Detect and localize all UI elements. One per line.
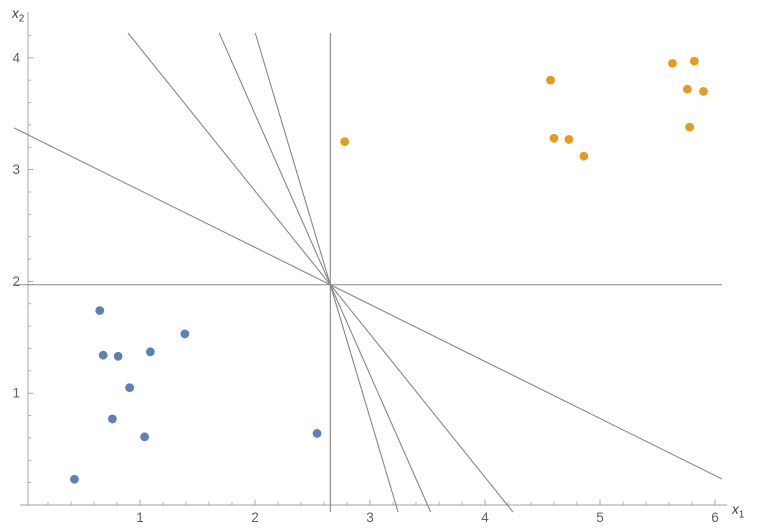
y-axis-label: x2 <box>11 6 25 25</box>
data-point-class-a-blue <box>95 306 105 315</box>
data-point-class-b-orange <box>549 133 559 143</box>
y-tick-label: 4 <box>12 50 20 65</box>
data-point-class-b-orange <box>668 58 677 68</box>
data-point-class-b-orange <box>546 75 555 85</box>
data-point-class-b-orange <box>579 151 589 161</box>
data-point-class-b-orange <box>685 122 695 132</box>
data-point-class-a-blue <box>108 414 117 424</box>
data-point-class-b-orange <box>564 135 574 144</box>
data-point-class-a-blue <box>140 432 150 442</box>
separator-line <box>127 32 514 513</box>
data-point-class-b-orange <box>683 84 692 94</box>
y-axis-label-base: x <box>11 6 20 21</box>
data-point-class-a-blue <box>180 329 190 339</box>
y-tick-label: 1 <box>12 386 20 401</box>
data-point-class-b-orange <box>699 86 708 96</box>
data-point-class-a-blue <box>113 351 123 361</box>
y-tick-label: 2 <box>12 274 20 289</box>
separator-line <box>13 127 723 480</box>
data-point-class-a-blue <box>98 350 108 360</box>
data-point-class-a-blue <box>125 383 135 393</box>
data-point-class-a-blue <box>145 347 155 357</box>
x-axis-label: x1 <box>731 502 745 521</box>
x-axis-label-sub: 1 <box>739 510 745 521</box>
x-tick-label: 3 <box>366 510 374 525</box>
data-point-class-a-blue <box>70 474 79 484</box>
data-point-class-a-blue <box>312 429 322 438</box>
y-tick-label: 3 <box>12 162 20 177</box>
data-point-class-b-orange <box>340 137 350 147</box>
separator-line <box>218 32 432 513</box>
x-tick-label: 5 <box>596 510 604 525</box>
separator-line <box>254 32 399 513</box>
data-point-class-b-orange <box>689 56 699 66</box>
x-tick-label: 4 <box>481 510 489 525</box>
x-tick-label: 6 <box>711 510 719 525</box>
y-axis-label-sub: 2 <box>19 14 25 25</box>
x-tick-label: 2 <box>251 510 259 525</box>
x-tick-label: 1 <box>136 510 144 525</box>
x-axis-label-base: x <box>731 502 740 517</box>
